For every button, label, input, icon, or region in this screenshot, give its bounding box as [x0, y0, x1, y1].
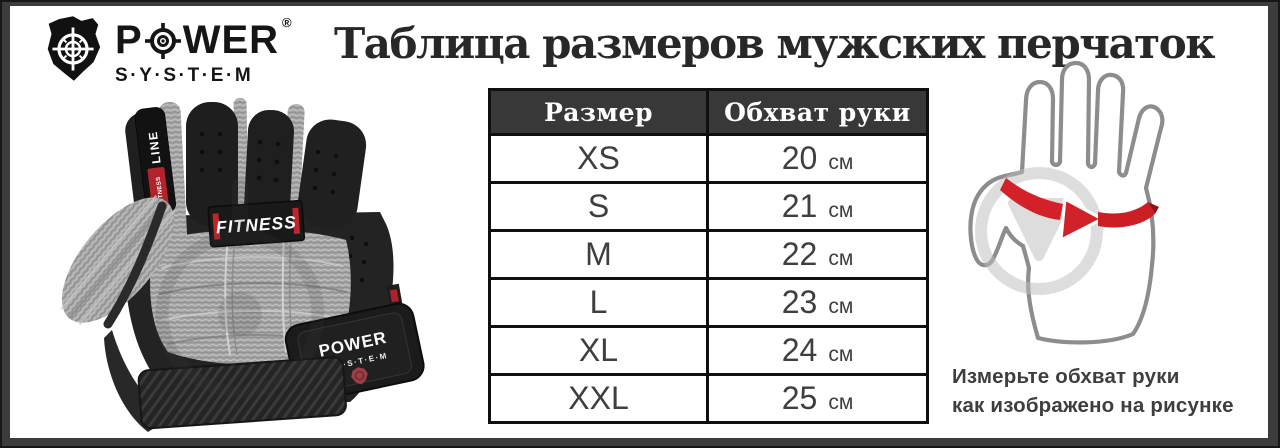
glove-cuff	[137, 356, 347, 430]
table-row: XL 24 см	[488, 325, 929, 376]
header-cell-size: Размер	[488, 88, 709, 136]
registered-mark: ®	[282, 15, 293, 30]
size-table: Размер Обхват руки XS 20 см S 21 см M 22 см…	[488, 88, 929, 424]
watermark-target-icon	[155, 178, 325, 399]
table-row: M 22 см	[488, 229, 929, 280]
measure-arrow-icon	[1000, 178, 1159, 243]
brand-wordmark: P WER ® S·Y·S·T·E·M	[115, 15, 293, 87]
circumference-value: 25	[781, 380, 818, 416]
brand-system-line: S·Y·S·T·E·M	[115, 65, 254, 86]
target-o-icon	[144, 23, 181, 59]
circumference-value: 20	[781, 140, 818, 176]
brand-word-p: P	[115, 18, 143, 62]
circumference-cell: 25 см	[706, 373, 929, 424]
circumference-cell: 24 см	[706, 325, 929, 376]
circumference-unit: см	[828, 343, 854, 366]
size-cell: XS	[488, 133, 709, 184]
circumference-value: 23	[781, 284, 818, 320]
strap-line-text: LINE	[146, 130, 164, 165]
size-cell: XL	[488, 325, 709, 376]
mini-shield-icon	[351, 367, 368, 385]
table-header-row: Размер Обхват руки	[488, 88, 929, 136]
glove-illustration: LINE FITNESS FITNESS	[60, 97, 425, 432]
circumference-unit: см	[828, 151, 854, 174]
table-row: XXL 25 см	[488, 373, 929, 424]
instruction-text: Измерьте обхват руки как изображено на р…	[952, 362, 1234, 420]
strap-fitness-text: FITNESS	[156, 176, 165, 205]
brand-logo: P WER ® S·Y·S·T·E·M	[44, 15, 293, 87]
size-cell: S	[488, 181, 709, 232]
table-row: XS 20 см	[488, 133, 929, 184]
table-row: L 23 см	[488, 277, 929, 328]
circumference-unit: см	[828, 199, 854, 222]
instruction-line-1: Измерьте обхват руки	[952, 365, 1180, 388]
glove-strap-label: LINE FITNESS	[134, 107, 176, 215]
size-cell: L	[488, 277, 709, 328]
instruction-line-2: как изображено на рисунке	[952, 394, 1234, 418]
header-cell-circumference: Обхват руки	[706, 88, 929, 136]
size-cell: M	[488, 229, 709, 280]
table-row: S 21 см	[488, 181, 929, 232]
circumference-value: 21	[781, 188, 818, 224]
hand-measure-illustration	[968, 60, 1165, 345]
circumference-unit: см	[828, 295, 854, 318]
page-title: Таблица размеров мужских перчаток	[334, 19, 1216, 68]
circumference-unit: см	[828, 247, 854, 270]
circumference-cell: 23 см	[706, 277, 929, 328]
circumference-value: 24	[781, 332, 818, 368]
brand-word-wer: WER	[182, 18, 280, 62]
circumference-value: 22	[781, 236, 818, 272]
circumference-cell: 20 см	[706, 133, 929, 184]
glove-photo: LINE FITNESS FITNESS	[60, 97, 425, 432]
circumference-unit: см	[828, 391, 854, 414]
fitness-patch: FITNESS	[207, 199, 306, 248]
circumference-cell: 22 см	[706, 229, 929, 280]
shield-target-icon	[47, 16, 101, 81]
circumference-cell: 21 см	[706, 181, 929, 232]
glove-thumb	[60, 194, 176, 326]
size-cell: XXL	[488, 373, 709, 424]
